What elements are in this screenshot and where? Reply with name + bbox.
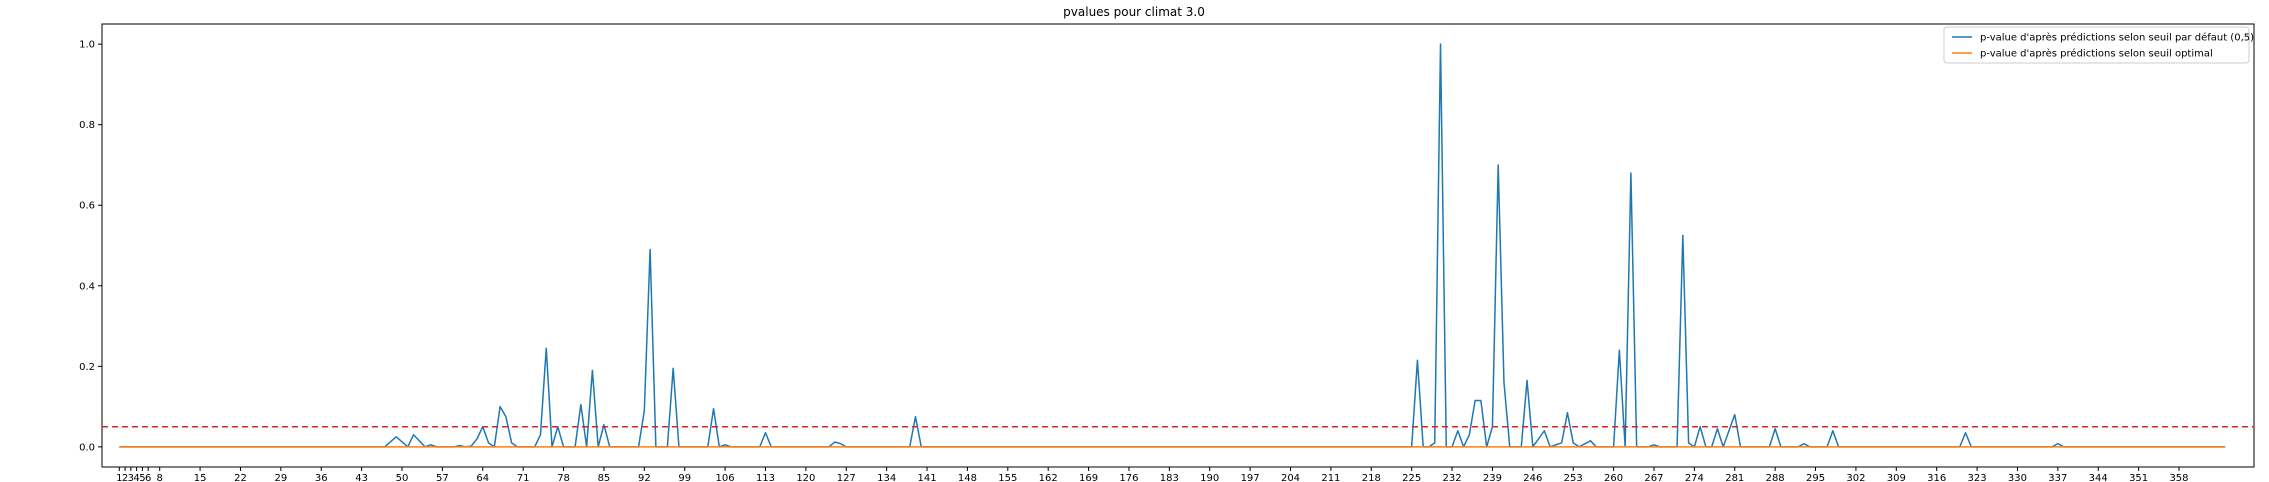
x-tick-label: 5	[139, 473, 145, 482]
legend-label-2: p-value d'après prédictions selon seuil …	[1980, 48, 2213, 60]
plot-frame	[101, 23, 2255, 468]
x-tick-label: 127	[837, 473, 856, 482]
x-tick-label: 330	[2008, 473, 2027, 482]
x-tick-label: 260	[1604, 473, 1623, 482]
x-tick-label: 274	[1685, 473, 1704, 482]
x-tick-label: 316	[1927, 473, 1946, 482]
x-tick-label: 309	[1887, 473, 1906, 482]
x-tick-label: 15	[194, 473, 207, 482]
x-tick-label: 141	[917, 473, 936, 482]
y-tick-label: 0.2	[79, 362, 95, 373]
x-tick-label: 344	[2089, 473, 2108, 482]
x-tick-label: 29	[274, 473, 287, 482]
x-tick-label: 225	[1402, 473, 1421, 482]
x-tick-label: 232	[1443, 473, 1462, 482]
x-tick-label: 190	[1200, 473, 1219, 482]
x-tick-label: 50	[396, 473, 409, 482]
x-tick-label: 78	[557, 473, 570, 482]
y-tick-label: 1.0	[79, 40, 95, 51]
x-axis: 1 2 3 4 5 6 8 15 22 29 36 43 50 57 64 71 78 85 92 99 106 113 1…	[116, 467, 2189, 482]
x-tick-label: 183	[1160, 473, 1179, 482]
x-tick-label: 92	[638, 473, 651, 482]
x-tick-label: 281	[1725, 473, 1744, 482]
series-layer	[102, 43, 2254, 448]
x-tick-label: 302	[1846, 473, 1865, 482]
x-tick-label: 197	[1241, 473, 1260, 482]
x-tick-label: 253	[1564, 473, 1583, 482]
x-tick-label: 239	[1483, 473, 1502, 482]
x-tick-label: 99	[678, 473, 691, 482]
y-axis: 0.0 0.2 0.4 0.6 0.8 1.0	[79, 40, 102, 453]
x-tick-label: 1	[116, 473, 122, 482]
x-tick-label: 71	[517, 473, 530, 482]
x-tick-label: 3	[128, 473, 134, 482]
x-tick-label: 8	[157, 473, 163, 482]
x-tick-label: 57	[436, 473, 449, 482]
legend-box	[1943, 26, 2250, 64]
x-tick-label: 162	[1039, 473, 1058, 482]
y-tick-label: 0.0	[79, 442, 95, 453]
x-tick-label: 120	[796, 473, 815, 482]
x-tick-label: 204	[1281, 473, 1300, 482]
x-tick-label: 43	[355, 473, 368, 482]
chart-title: pvalues pour climat 3.0	[1063, 5, 1205, 19]
y-tick-label: 0.8	[79, 120, 95, 131]
x-tick-label: 113	[756, 473, 775, 482]
x-tick-label: 36	[315, 473, 328, 482]
x-tick-label: 22	[234, 473, 247, 482]
x-tick-label: 64	[476, 473, 489, 482]
x-tick-label: 169	[1079, 473, 1098, 482]
x-tick-label: 155	[998, 473, 1017, 482]
x-tick-label: 2	[122, 473, 128, 482]
x-tick-label: 358	[2169, 473, 2188, 482]
x-tick-label: 295	[1806, 473, 1825, 482]
x-tick-label: 246	[1523, 473, 1542, 482]
plot-area	[101, 23, 2255, 468]
x-tick-label: 267	[1644, 473, 1663, 482]
x-tick-label: 337	[2048, 473, 2067, 482]
series-line-1	[119, 43, 2226, 448]
x-tick-label: 134	[877, 473, 896, 482]
x-tick-label: 6	[145, 473, 151, 482]
y-tick-label: 0.4	[79, 281, 95, 292]
x-tick-label: 218	[1362, 473, 1381, 482]
y-tick-label: 0.6	[79, 201, 95, 212]
legend-label-1: p-value d'après prédictions selon seuil …	[1980, 32, 2254, 44]
x-tick-label: 148	[958, 473, 977, 482]
legend: p-value d'après prédictions selon seuil …	[1943, 26, 2254, 64]
x-tick-label: 351	[2129, 473, 2148, 482]
x-tick-label: 106	[716, 473, 735, 482]
x-tick-label: 176	[1119, 473, 1138, 482]
x-tick-label: 4	[133, 473, 139, 482]
x-tick-label: 323	[1968, 473, 1987, 482]
x-tick-label: 85	[598, 473, 611, 482]
x-tick-label: 211	[1321, 473, 1340, 482]
x-tick-label: 288	[1766, 473, 1785, 482]
